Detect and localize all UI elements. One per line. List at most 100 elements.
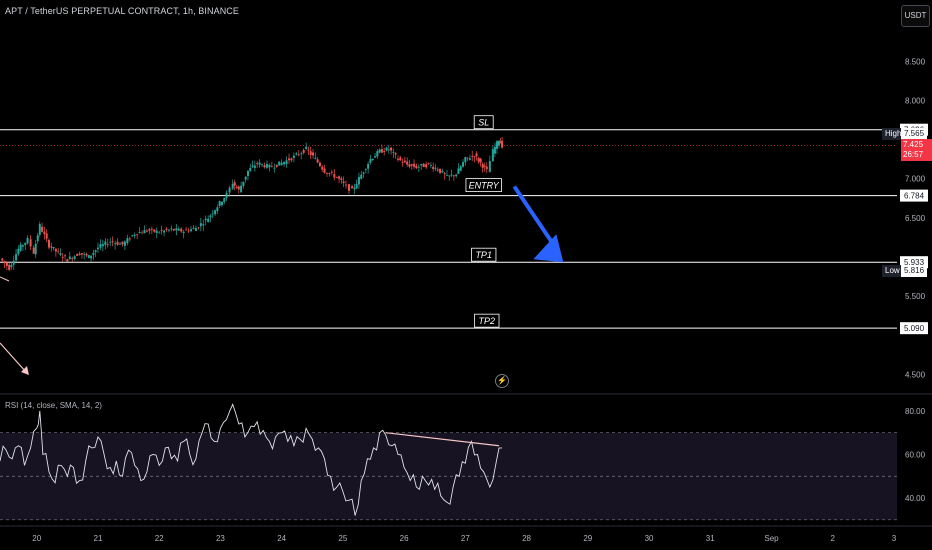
candle-body bbox=[417, 166, 420, 168]
candle-body bbox=[287, 158, 290, 161]
candle-body bbox=[216, 207, 219, 212]
candle-body bbox=[240, 185, 243, 193]
candle-body bbox=[218, 201, 221, 206]
time-tick-label: 25 bbox=[338, 534, 347, 543]
level-label-tp1: TP1 bbox=[475, 250, 492, 260]
candle-body bbox=[445, 174, 448, 176]
candle-body bbox=[111, 241, 114, 243]
candle-body bbox=[197, 227, 200, 229]
candle-body bbox=[26, 237, 29, 244]
candle-body bbox=[244, 176, 247, 180]
candle-body bbox=[415, 165, 418, 169]
candle-body bbox=[280, 162, 283, 166]
candle-body bbox=[19, 244, 22, 251]
candle-body bbox=[43, 231, 46, 235]
candle-body bbox=[434, 167, 437, 169]
candle-body bbox=[258, 162, 261, 165]
candle-body bbox=[90, 255, 93, 259]
time-tick-label: 2 bbox=[830, 534, 835, 543]
candle-body bbox=[249, 167, 252, 172]
candle-body bbox=[355, 183, 358, 189]
candle-body bbox=[261, 163, 264, 165]
candle-body bbox=[194, 228, 197, 231]
candle-body bbox=[501, 140, 504, 148]
candle-body bbox=[265, 163, 268, 168]
candle-body bbox=[109, 241, 112, 243]
candle-body bbox=[73, 256, 76, 259]
candle-body bbox=[24, 242, 27, 246]
candle-body bbox=[223, 198, 226, 203]
candle-body bbox=[246, 170, 249, 177]
candle-body bbox=[29, 239, 32, 247]
candle-body bbox=[211, 213, 214, 215]
lightning-icon[interactable]: ⚡ bbox=[495, 374, 509, 388]
candle-body bbox=[141, 232, 144, 234]
candle-body bbox=[172, 229, 175, 231]
level-price-tag: 5.090 bbox=[904, 324, 925, 333]
candle-body bbox=[59, 253, 62, 255]
candle-body bbox=[268, 164, 271, 168]
candle-body bbox=[148, 229, 151, 231]
level-label-box bbox=[471, 247, 497, 262]
candle-body bbox=[128, 238, 131, 240]
price-tick-label: 8.000 bbox=[905, 96, 926, 105]
candle-body bbox=[342, 181, 345, 183]
time-tick-label: 24 bbox=[277, 534, 286, 543]
candle-body bbox=[403, 160, 406, 163]
candle-body bbox=[165, 228, 168, 230]
candle-body bbox=[406, 161, 409, 165]
candle-body bbox=[126, 238, 129, 244]
candle-body bbox=[401, 162, 404, 163]
candle-body bbox=[101, 244, 104, 247]
candle-body bbox=[57, 251, 60, 253]
candle-body bbox=[367, 163, 370, 169]
price-tick-label: 6.500 bbox=[905, 214, 926, 223]
last-price-countdown: 26:57 bbox=[903, 150, 924, 160]
candle-body bbox=[394, 153, 397, 155]
candle-body bbox=[187, 230, 190, 232]
candle-body bbox=[455, 174, 458, 177]
price-series bbox=[1, 137, 504, 272]
symbol-title[interactable]: APT / TetherUS PERPETUAL CONTRACT, 1h, B… bbox=[5, 6, 239, 16]
candle-body bbox=[436, 169, 439, 171]
candle-body bbox=[10, 264, 13, 268]
candle-body bbox=[190, 229, 193, 232]
time-tick-label: 3 bbox=[892, 534, 897, 543]
price-tick-label: 7.000 bbox=[905, 175, 926, 184]
candle-body bbox=[143, 229, 146, 234]
candle-body bbox=[457, 168, 460, 174]
currency-button[interactable]: USDT bbox=[901, 5, 930, 27]
candle-body bbox=[170, 228, 173, 230]
candle-body bbox=[106, 244, 109, 245]
candle-body bbox=[427, 162, 430, 164]
level-label-box bbox=[473, 115, 494, 130]
time-tick-label: 26 bbox=[400, 534, 409, 543]
candle-body bbox=[351, 186, 354, 189]
projection-arrow-shaft bbox=[512, 185, 559, 252]
candle-body bbox=[66, 259, 69, 262]
candle-body bbox=[275, 164, 278, 167]
candle-body bbox=[104, 241, 107, 245]
candle-body bbox=[5, 262, 8, 266]
candle-body bbox=[138, 231, 141, 234]
candle-body bbox=[330, 171, 333, 173]
candle-body bbox=[297, 154, 300, 156]
candle-body bbox=[439, 168, 442, 173]
candle-body bbox=[36, 235, 39, 242]
candle-body bbox=[323, 168, 326, 173]
candle-body bbox=[231, 183, 234, 189]
candle-body bbox=[360, 174, 363, 179]
candle-body bbox=[160, 229, 163, 231]
candle-body bbox=[283, 161, 286, 165]
candle-body bbox=[225, 192, 228, 199]
level-price-tag-bg bbox=[900, 189, 928, 202]
candle-body bbox=[185, 229, 188, 231]
candle-body bbox=[285, 160, 288, 165]
candle-body bbox=[475, 153, 478, 157]
candle-body bbox=[495, 141, 498, 149]
high-value: 7.565 bbox=[901, 128, 928, 141]
level-label-sl: SL bbox=[478, 118, 489, 128]
rsi-title[interactable]: RSI (14, close, SMA, 14, 2) bbox=[5, 401, 102, 410]
